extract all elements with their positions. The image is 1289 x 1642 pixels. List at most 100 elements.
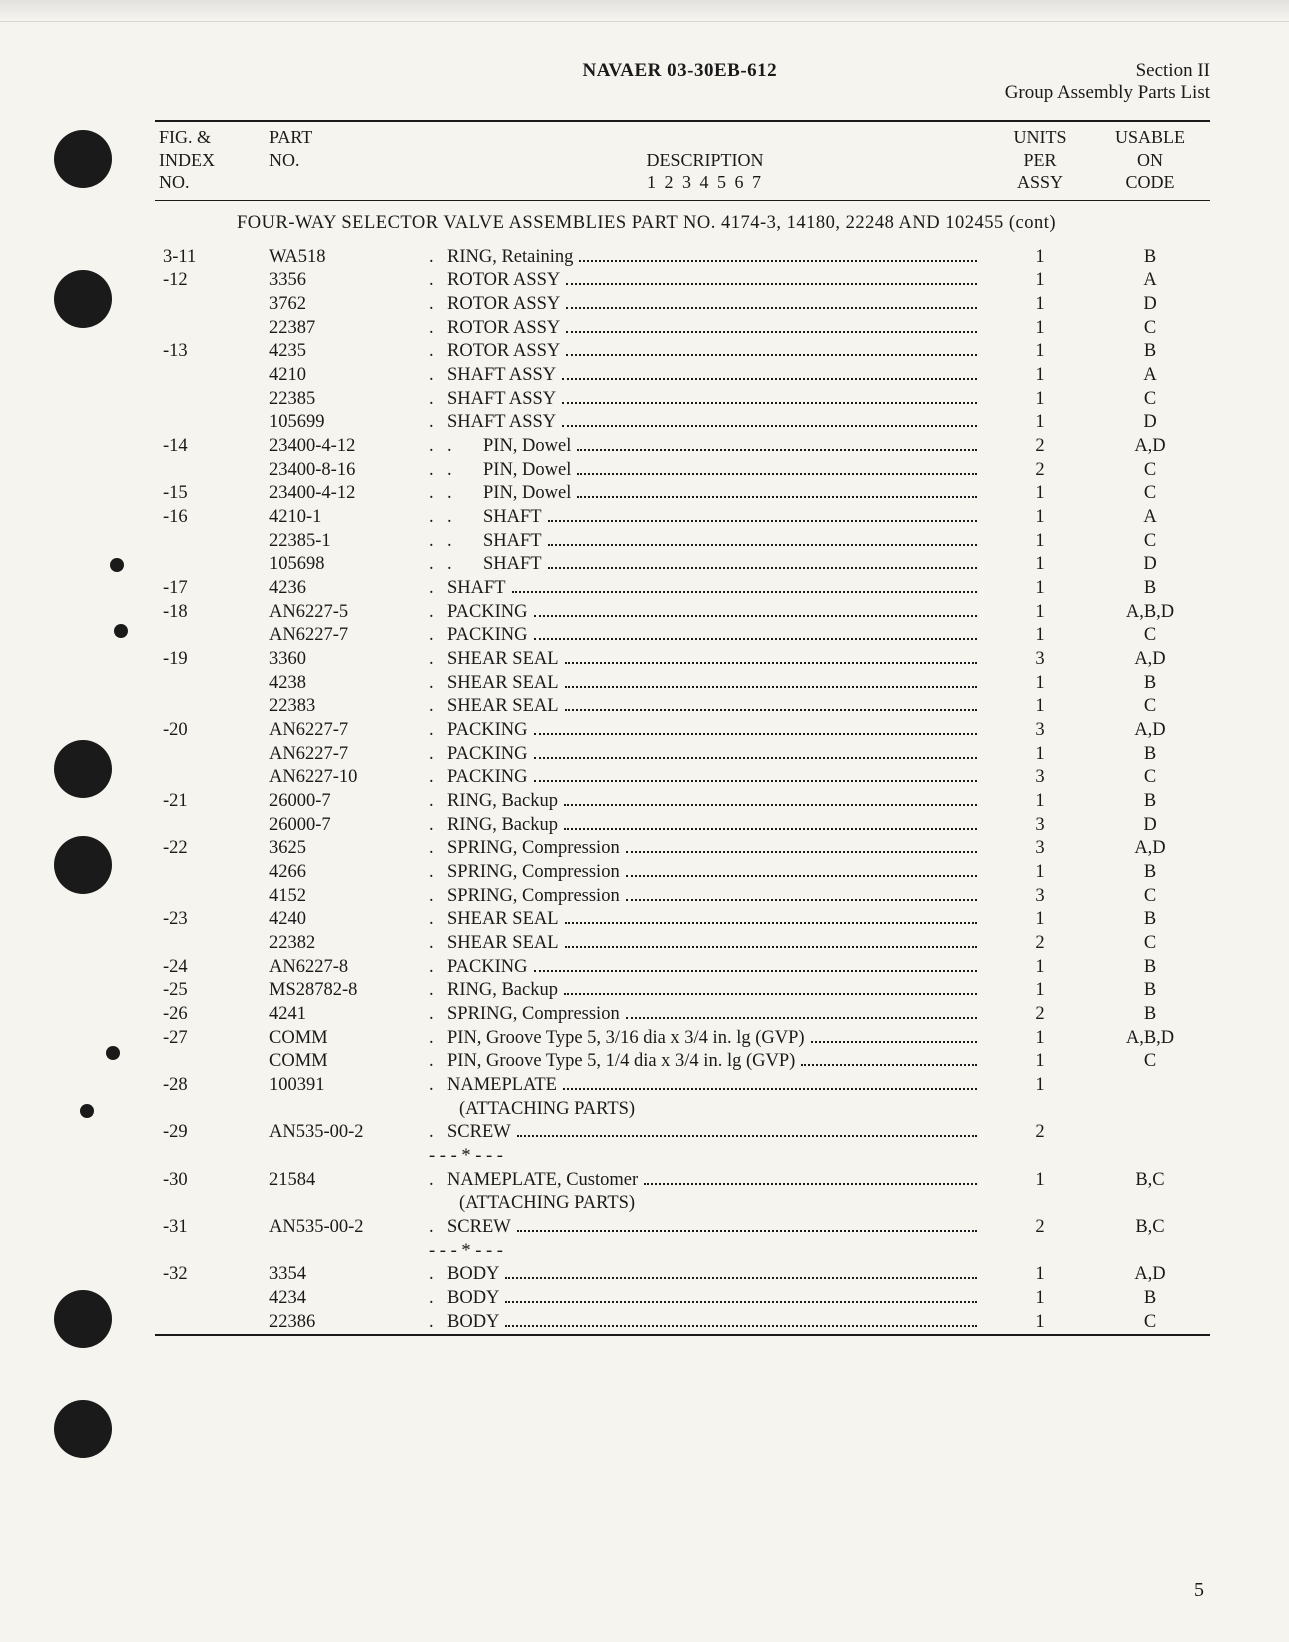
- dot-leader: [562, 425, 977, 427]
- col-header-part: PART NO.: [265, 126, 425, 194]
- description-text: SHAFT ASSY: [447, 388, 556, 412]
- cell-part-no: MS28782-8: [265, 979, 425, 1003]
- description-text: RING, Retaining: [447, 246, 573, 270]
- cell-part-no: 105699: [265, 411, 425, 435]
- cell-fig-index: -14: [155, 435, 265, 459]
- cell-description: .SHAFT: [425, 577, 985, 601]
- dot-leader: [566, 354, 977, 356]
- cell-fig-index: [155, 364, 265, 388]
- cell-description: ..SHAFT: [425, 553, 985, 577]
- dot-leader: [565, 662, 977, 664]
- dot-leader: [505, 1325, 977, 1327]
- table-row: 22386.BODY1C: [155, 1311, 1210, 1335]
- table-row: -123356.ROTOR ASSY1A: [155, 269, 1210, 293]
- cell-description: .SCREW: [425, 1121, 985, 1145]
- cell-fig-index: -32: [155, 1263, 265, 1287]
- cell-part-no: AN6227-10: [265, 766, 425, 790]
- cell-description: .BODY: [425, 1263, 985, 1287]
- cell-description: .SPRING, Compression: [425, 1003, 985, 1027]
- indent-dot: .: [429, 932, 447, 956]
- cell-units: 1: [985, 861, 1095, 885]
- cell-code: D: [1095, 814, 1205, 838]
- cell-fig-index: [155, 743, 265, 767]
- cell-fig-index: -19: [155, 648, 265, 672]
- table-row: 4238.SHEAR SEAL1B: [155, 672, 1210, 696]
- cell-fig-index: [155, 459, 265, 483]
- section-label: Section II: [1005, 60, 1210, 82]
- dot-leader: [565, 709, 977, 711]
- description-text: PIN, Groove Type 5, 3/16 dia x 3/4 in. l…: [447, 1027, 805, 1051]
- cell-fig-index: -13: [155, 340, 265, 364]
- cell-units: 2: [985, 1216, 1095, 1240]
- table-row: 26000-7.RING, Backup3D: [155, 814, 1210, 838]
- cell-part-no: 22386: [265, 1311, 425, 1335]
- cell-units: 1: [985, 364, 1095, 388]
- cell-code: C: [1095, 530, 1205, 554]
- dot-leader: [626, 851, 977, 853]
- cell-description: .RING, Retaining: [425, 246, 985, 270]
- description-text: PIN, Dowel: [483, 482, 571, 506]
- table-row: -31AN535-00-2.SCREW2B,C: [155, 1216, 1210, 1240]
- cell-fig-index: [155, 932, 265, 956]
- cell-units: 1: [985, 553, 1095, 577]
- cell-units: 1: [985, 1074, 1095, 1098]
- indent-dot: .: [429, 506, 447, 530]
- table-row: -25MS28782-8.RING, Backup1B: [155, 979, 1210, 1003]
- cell-description: ..SHAFT: [425, 506, 985, 530]
- col-header-units: UNITS PER ASSY: [985, 126, 1095, 194]
- cell-code: B: [1095, 861, 1205, 885]
- table-row: 22385.SHAFT ASSY1C: [155, 388, 1210, 412]
- cell-code: B: [1095, 956, 1205, 980]
- indent-dot: .: [429, 482, 447, 506]
- indent-dot: .: [429, 293, 447, 317]
- cell-fig-index: -27: [155, 1027, 265, 1051]
- cell-code: C: [1095, 695, 1205, 719]
- dot-leader: [577, 473, 977, 475]
- scan-mark: [114, 624, 128, 638]
- description-text: NAMEPLATE, Customer: [447, 1169, 638, 1193]
- cell-units: [985, 1240, 1095, 1264]
- description-text: PACKING: [447, 624, 528, 648]
- cell-units: 1: [985, 411, 1095, 435]
- indent-dot: .: [429, 1074, 447, 1098]
- description-text: RING, Backup: [447, 814, 558, 838]
- dot-leader: [534, 970, 977, 972]
- description-text: PIN, Dowel: [483, 459, 571, 483]
- section-title: FOUR-WAY SELECTOR VALVE ASSEMBLIES PART …: [155, 201, 1210, 246]
- cell-description: (ATTACHING PARTS): [425, 1098, 985, 1122]
- description-text: BODY: [447, 1287, 499, 1311]
- description-text: ROTOR ASSY: [447, 317, 560, 341]
- page-content: NAVAER 03-30EB-612 Section II Group Asse…: [155, 60, 1210, 1336]
- description-text: PACKING: [447, 719, 528, 743]
- indent-dot: .: [447, 530, 465, 554]
- cell-code: A: [1095, 269, 1205, 293]
- punch-hole: [54, 1290, 112, 1348]
- cell-part-no: 3354: [265, 1263, 425, 1287]
- cell-code: C: [1095, 317, 1205, 341]
- description-text: SCREW: [447, 1216, 511, 1240]
- cell-part-no: AN6227-7: [265, 624, 425, 648]
- cell-fig-index: [155, 388, 265, 412]
- indent-dot: .: [429, 1050, 447, 1074]
- table-row: 3-11WA518.RING, Retaining1B: [155, 246, 1210, 270]
- cell-units: 3: [985, 648, 1095, 672]
- cell-fig-index: [155, 1287, 265, 1311]
- punch-hole: [54, 1400, 112, 1458]
- description-text: BODY: [447, 1263, 499, 1287]
- description-text: SHAFT: [447, 577, 506, 601]
- cell-description: .PACKING: [425, 743, 985, 767]
- cell-part-no: 4152: [265, 885, 425, 909]
- description-text: ROTOR ASSY: [447, 293, 560, 317]
- table-row: - - - * - - -: [155, 1145, 1210, 1169]
- cell-description: - - - * - - -: [425, 1145, 985, 1169]
- cell-fig-index: -28: [155, 1074, 265, 1098]
- cell-units: 2: [985, 1003, 1095, 1027]
- description-text: PACKING: [447, 766, 528, 790]
- cell-fig-index: -23: [155, 908, 265, 932]
- cell-fig-index: [155, 1098, 265, 1122]
- description-text: SHAFT: [483, 506, 542, 530]
- cell-fig-index: -17: [155, 577, 265, 601]
- cell-description: .SPRING, Compression: [425, 837, 985, 861]
- dot-leader: [566, 331, 977, 333]
- cell-units: 3: [985, 814, 1095, 838]
